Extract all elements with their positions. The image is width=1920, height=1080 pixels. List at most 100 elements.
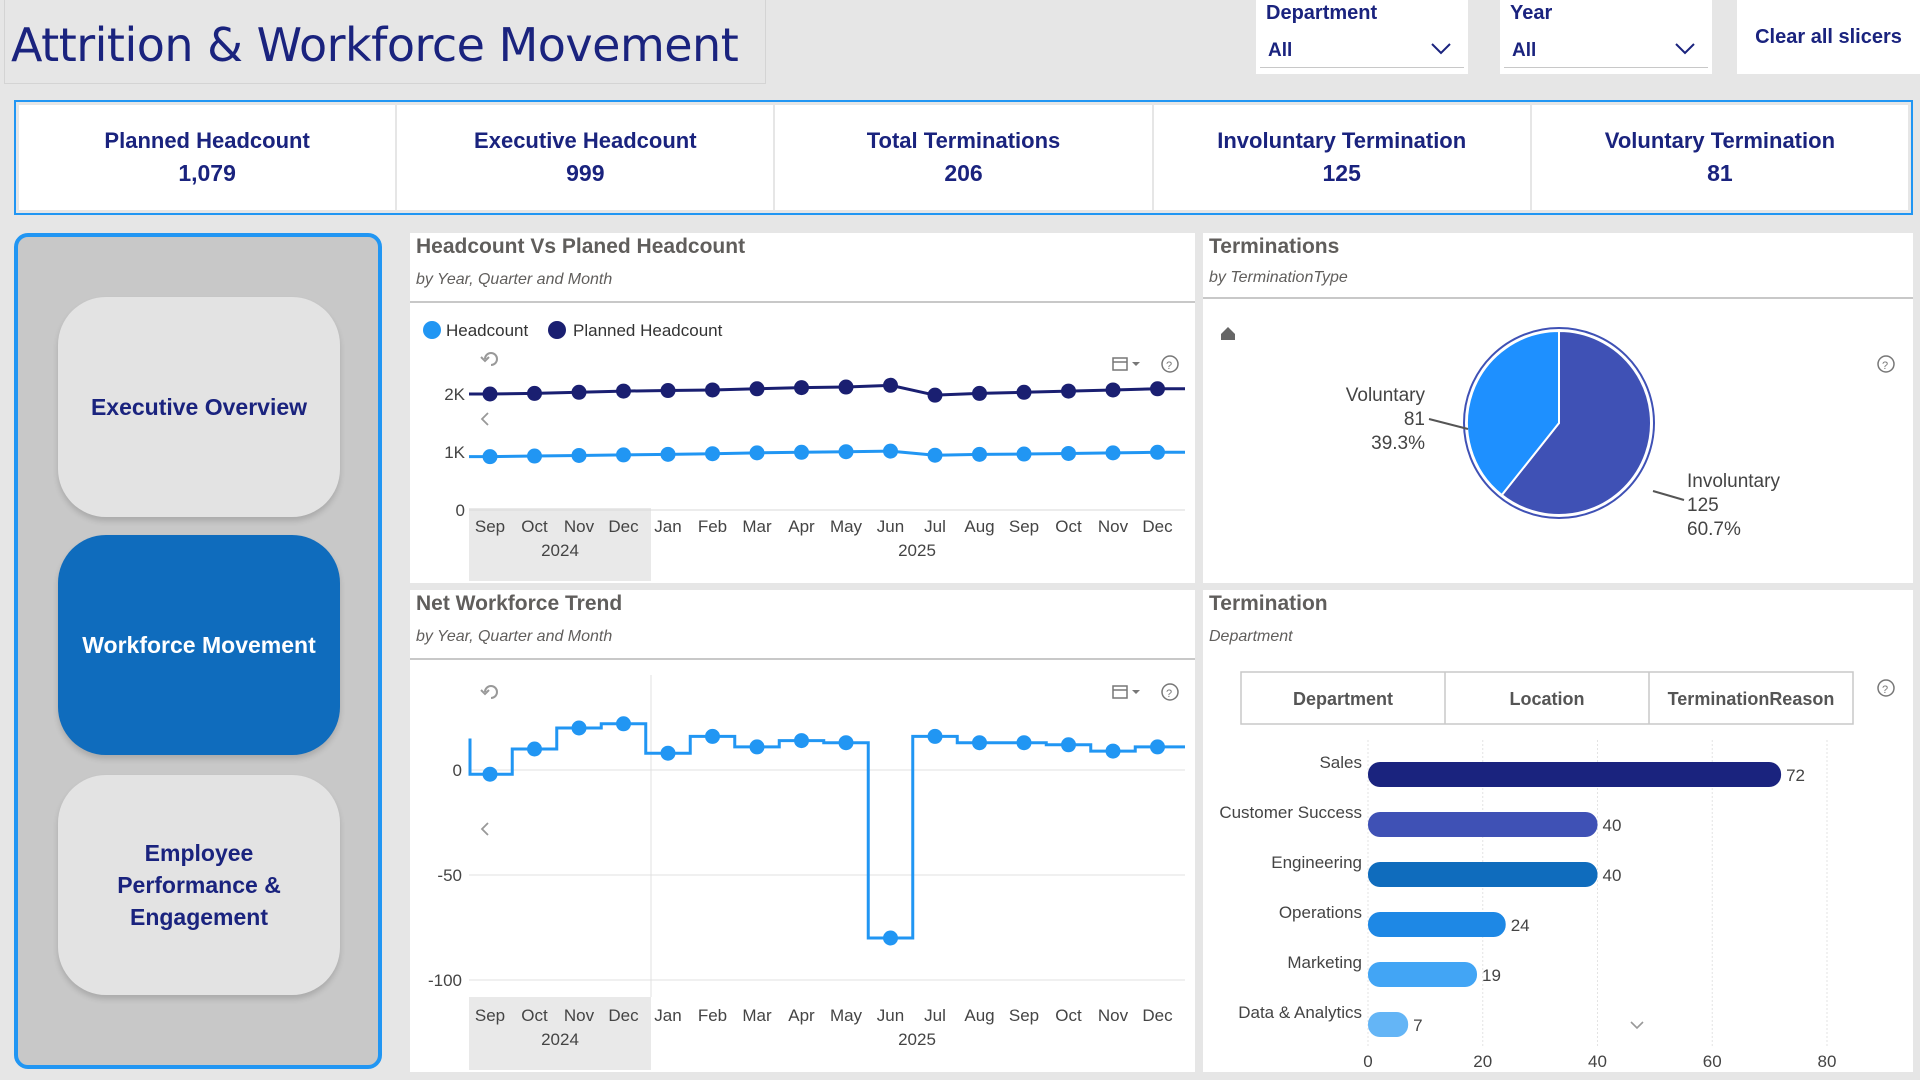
data-point[interactable]	[660, 745, 676, 761]
bar[interactable]	[1368, 962, 1478, 987]
data-label: 19	[1482, 966, 1501, 985]
bar[interactable]	[1368, 762, 1782, 787]
calendar-icon[interactable]	[1112, 685, 1140, 699]
data-point[interactable]	[527, 385, 542, 401]
chevron-left-icon[interactable]	[480, 822, 489, 836]
data-point[interactable]	[1105, 382, 1121, 398]
data-point[interactable]	[1061, 737, 1076, 753]
legend-headcount[interactable]: Headcount	[423, 321, 529, 340]
data-point[interactable]	[1105, 743, 1121, 759]
x-tick-label: Jul	[924, 517, 946, 536]
data-point[interactable]	[794, 444, 809, 460]
data-point[interactable]	[749, 739, 765, 755]
department-dropdown[interactable]: All	[1260, 32, 1464, 68]
data-point[interactable]	[571, 447, 587, 463]
data-point[interactable]	[1061, 445, 1076, 461]
data-point[interactable]	[571, 720, 587, 736]
data-point[interactable]	[794, 380, 809, 396]
termination-department-card: Termination Department Department Locati…	[1203, 590, 1913, 1072]
data-point[interactable]	[705, 446, 720, 462]
data-point[interactable]	[527, 448, 542, 464]
help-icon[interactable]: ?	[1877, 355, 1895, 373]
data-point[interactable]	[838, 444, 854, 460]
data-point[interactable]	[1061, 383, 1076, 399]
svg-text:?: ?	[1882, 360, 1888, 372]
data-point[interactable]	[749, 445, 765, 461]
nav-button-label: Employee	[144, 840, 254, 866]
nav-workforce-movement-button[interactable]: Workforce Movement	[58, 535, 340, 755]
data-point[interactable]	[482, 766, 498, 782]
data-point[interactable]	[1016, 384, 1032, 400]
data-point[interactable]	[972, 735, 987, 751]
kpi-value: 125	[1322, 160, 1361, 186]
pie-slice[interactable]	[1466, 329, 1560, 497]
x-tick-label: Dec	[608, 1006, 639, 1025]
data-point[interactable]	[972, 385, 987, 401]
data-point[interactable]	[1016, 735, 1032, 751]
data-point[interactable]	[660, 446, 676, 462]
back-icon[interactable]	[480, 685, 498, 699]
series-group	[468, 716, 1185, 946]
year-dropdown[interactable]: All	[1504, 32, 1708, 68]
data-point[interactable]	[927, 447, 943, 463]
data-point[interactable]	[482, 386, 498, 402]
x-tick-label: 60	[1703, 1052, 1722, 1071]
data-point[interactable]	[794, 733, 809, 749]
data-point[interactable]	[883, 377, 898, 393]
x-tick-label: Dec	[608, 517, 639, 536]
data-point[interactable]	[1016, 446, 1032, 462]
chevron-down-icon[interactable]	[1630, 1021, 1644, 1030]
x-tick-label: Apr	[788, 517, 815, 536]
data-point[interactable]	[1150, 444, 1165, 460]
tab-location[interactable]: Location	[1510, 689, 1585, 709]
legend-planned-headcount[interactable]: Planned Headcount	[548, 321, 723, 340]
data-point[interactable]	[749, 381, 765, 397]
data-point[interactable]	[927, 387, 943, 403]
nav-executive-overview-button[interactable]: Executive Overview	[58, 297, 340, 517]
calendar-icon[interactable]	[1112, 357, 1140, 371]
home-icon[interactable]	[1221, 327, 1235, 340]
x-tick-label: Sep	[475, 1006, 505, 1025]
bar[interactable]	[1368, 862, 1598, 887]
data-point[interactable]	[838, 379, 854, 395]
bar[interactable]	[1368, 1012, 1409, 1037]
data-point[interactable]	[838, 735, 854, 751]
data-point[interactable]	[1150, 381, 1165, 397]
data-point[interactable]	[883, 443, 898, 459]
data-point[interactable]	[616, 716, 631, 732]
year-label: 2024	[541, 541, 579, 560]
data-point[interactable]	[1105, 445, 1121, 461]
tab-termination-reason[interactable]: TerminationReason	[1668, 689, 1835, 709]
data-point[interactable]	[660, 383, 676, 399]
data-point[interactable]	[705, 728, 720, 744]
data-point[interactable]	[705, 382, 720, 398]
bar[interactable]	[1368, 812, 1598, 837]
data-point[interactable]	[571, 384, 587, 400]
y-axis: 0 -50 -100	[428, 761, 462, 990]
nav-employee-performance-button[interactable]: Employee Performance & Engagement	[58, 775, 340, 995]
y-axis: Sales Customer Success Engineering Operatio…	[1219, 753, 1362, 1022]
pie-slice[interactable]	[1500, 329, 1652, 516]
help-icon[interactable]: ?	[1161, 355, 1179, 373]
data-point[interactable]	[927, 728, 943, 744]
chevron-left-icon[interactable]	[480, 412, 489, 426]
data-point[interactable]	[616, 383, 631, 399]
x-tick-label: Jul	[924, 1006, 946, 1025]
data-point[interactable]	[1150, 739, 1165, 755]
help-icon[interactable]: ?	[1161, 683, 1179, 701]
tab-department[interactable]: Department	[1293, 689, 1393, 709]
help-icon[interactable]: ?	[1877, 679, 1895, 697]
x-axis: Sep Oct Nov Dec Jan Feb Mar Apr May Jun Jul Aug Sep O…	[475, 1006, 1173, 1049]
data-point[interactable]	[972, 446, 987, 462]
back-icon[interactable]	[480, 352, 498, 366]
data-point[interactable]	[527, 741, 542, 757]
bar[interactable]	[1368, 912, 1506, 937]
clear-slicers-button[interactable]: Clear all slicers	[1737, 0, 1920, 74]
data-point[interactable]	[482, 449, 498, 465]
tab-label: TerminationReason	[1668, 689, 1835, 709]
data-point[interactable]	[616, 447, 631, 463]
card-title: Termination	[1209, 592, 1328, 615]
data-point[interactable]	[883, 930, 898, 946]
x-tick-label: Aug	[964, 517, 994, 536]
x-tick-label: Mar	[742, 517, 772, 536]
